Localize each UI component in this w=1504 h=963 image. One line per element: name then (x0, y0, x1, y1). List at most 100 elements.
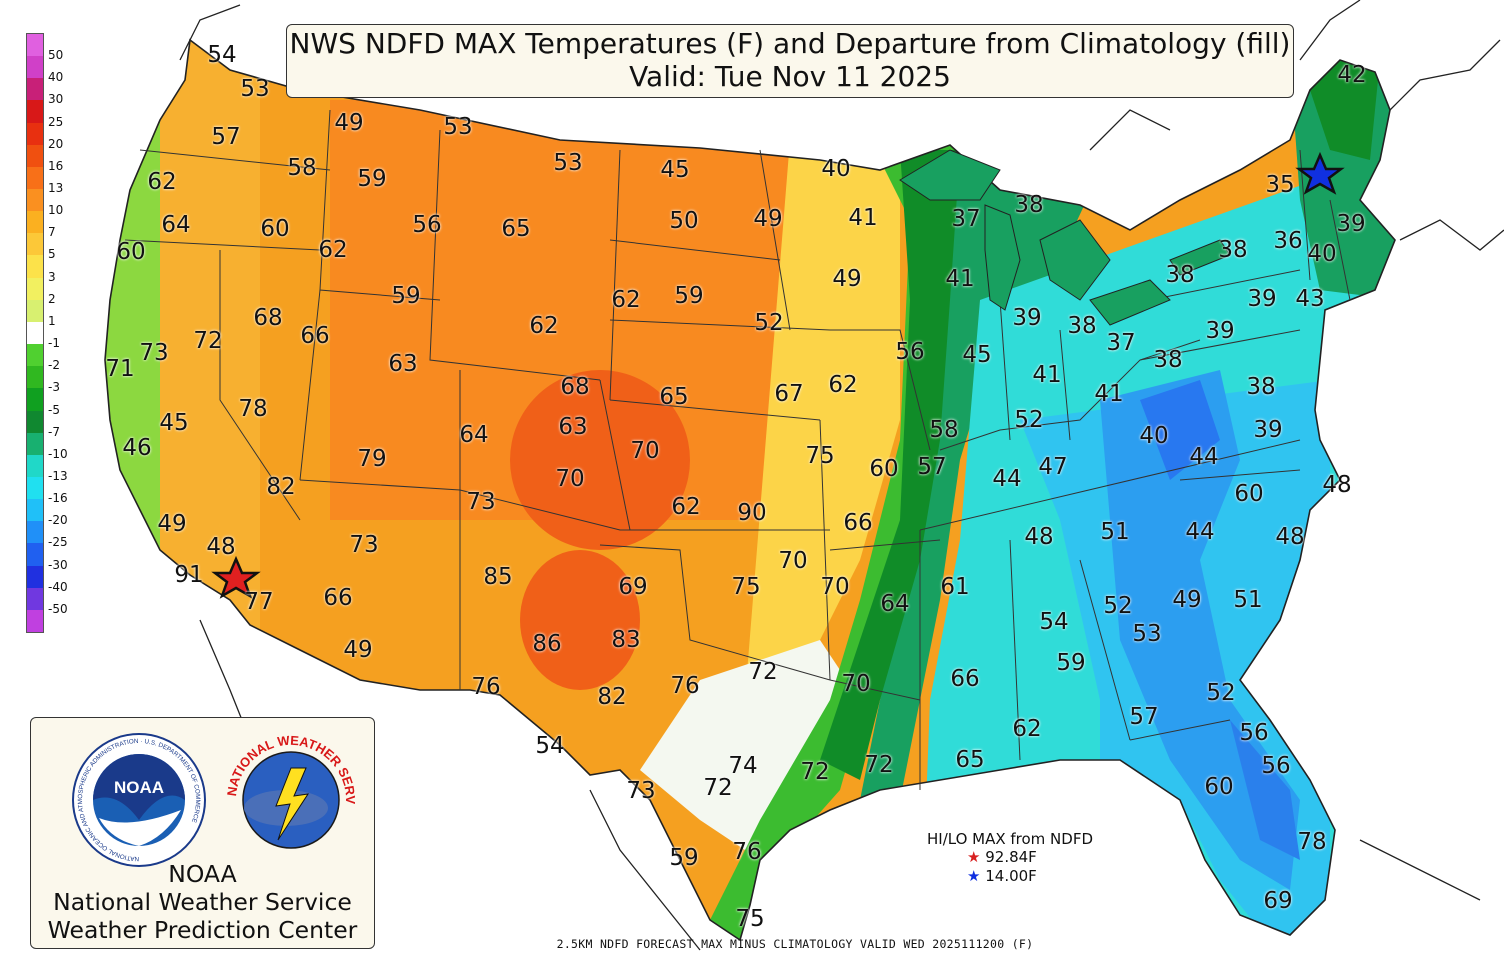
temperature-label: 77 (244, 589, 274, 615)
temperature-label: 64 (880, 591, 910, 617)
temperature-label: 60 (116, 239, 146, 265)
temperature-label: 63 (558, 414, 588, 440)
temperature-label: 38 (1165, 262, 1195, 288)
legend-label: -20 (48, 513, 68, 528)
temperature-label: 66 (300, 323, 330, 349)
hilo-low-row: ★ 14.00F (967, 867, 1177, 886)
temperature-label: 66 (950, 666, 980, 692)
legend-swatch (27, 587, 43, 611)
temperature-label: 91 (174, 562, 204, 588)
temperature-label: 76 (471, 674, 501, 700)
temperature-label: 65 (659, 384, 689, 410)
legend-swatch (27, 299, 43, 323)
legend-label: 3 (48, 269, 56, 284)
legend-swatch (27, 543, 43, 567)
temperature-label: 69 (1263, 888, 1293, 914)
temperature-label: 52 (1206, 680, 1236, 706)
legend-swatch (27, 211, 43, 234)
temperature-label: 86 (532, 631, 562, 657)
temperature-label: 60 (260, 216, 290, 242)
temperature-label: 62 (828, 372, 858, 398)
legend-label: 16 (48, 158, 64, 173)
legend-label: 5 (48, 247, 56, 262)
temperature-label: 39 (1336, 211, 1366, 237)
legend-swatch (27, 122, 43, 146)
legend-label: 20 (48, 136, 64, 151)
legend-label: -40 (48, 579, 68, 594)
temperature-label: 82 (266, 474, 296, 500)
temperature-label: 51 (1233, 587, 1263, 613)
legend-label: -1 (48, 336, 60, 351)
temperature-label: 39 (1205, 318, 1235, 344)
temperature-label: 49 (334, 110, 364, 136)
temperature-label: 44 (1185, 519, 1215, 545)
temperature-label: 54 (1039, 609, 1069, 635)
legend-label: 40 (48, 70, 64, 85)
temperature-label: 48 (1275, 524, 1305, 550)
temperature-label: 72 (703, 775, 733, 801)
legend-label: -13 (48, 468, 68, 483)
temperature-label: 37 (951, 206, 981, 232)
temperature-label: 70 (778, 548, 808, 574)
temperature-label: 49 (1172, 587, 1202, 613)
neighbor-outlines (179, 0, 1504, 951)
legend-swatch (27, 100, 43, 124)
temperature-label: 65 (955, 747, 985, 773)
temperature-label: 47 (1038, 454, 1068, 480)
temperature-label: 70 (820, 574, 850, 600)
legend-label: -7 (48, 424, 60, 439)
temperature-label: 49 (343, 637, 373, 663)
temperature-label: 36 (1273, 228, 1303, 254)
temperature-label: 64 (161, 212, 191, 238)
legend-swatch (27, 233, 43, 256)
temperature-label: 58 (929, 417, 959, 443)
high-star-icon: ★ (967, 848, 981, 866)
legend-label: 2 (48, 291, 56, 306)
temperature-label: 41 (1094, 381, 1124, 407)
legend-label: -16 (48, 491, 68, 506)
hilo-legend: HI/LO MAX from NDFD ★ 92.84F ★ 14.00F (905, 830, 1115, 886)
temperature-label: 72 (864, 752, 894, 778)
temperature-label: 73 (349, 532, 379, 558)
temperature-label: 38 (1153, 347, 1183, 373)
temperature-label: 48 (1024, 524, 1054, 550)
legend-swatch (27, 388, 43, 411)
temperature-label: 68 (253, 305, 283, 331)
noaa-emblem-text: NOAA (114, 778, 164, 797)
temperature-label: 39 (1253, 417, 1283, 443)
legend-label: -5 (48, 402, 60, 417)
legend-label: 7 (48, 225, 56, 240)
temperature-label: 85 (483, 564, 513, 590)
hilo-high-value: 92.84F (985, 848, 1037, 866)
title-line-2: Valid: Tue Nov 11 2025 (629, 60, 951, 93)
legend-label: -10 (48, 446, 68, 461)
temperature-label: 39 (1247, 286, 1277, 312)
temperature-label: 62 (318, 237, 348, 263)
legend-swatch (27, 609, 43, 633)
org-wpc: Weather Prediction Center (47, 916, 358, 944)
temperature-label: 72 (193, 328, 223, 354)
temperature-label: 48 (1322, 472, 1352, 498)
temperature-label: 79 (357, 446, 387, 472)
legend-swatch (27, 255, 43, 279)
temperature-label: 44 (992, 466, 1022, 492)
legend-label: -2 (48, 358, 60, 373)
temperature-label: 52 (754, 310, 784, 336)
min-star-marker (1295, 151, 1345, 195)
temperature-label: 54 (535, 733, 565, 759)
legend-swatch (27, 454, 43, 478)
temperature-label: 45 (660, 157, 690, 183)
temperature-label: 71 (105, 356, 135, 382)
temperature-label: 37 (1106, 330, 1136, 356)
temperature-label: 40 (1139, 423, 1169, 449)
temperature-label: 49 (753, 206, 783, 232)
temperature-label: 70 (555, 466, 585, 492)
legend-swatch (27, 78, 43, 101)
temperature-label: 60 (1204, 774, 1234, 800)
legend-swatch (27, 189, 43, 212)
max-star-marker (211, 555, 261, 599)
temperature-label: 53 (553, 150, 583, 176)
temperature-label: 64 (459, 422, 489, 448)
temperature-label: 78 (238, 396, 268, 422)
temperature-label: 70 (841, 671, 871, 697)
